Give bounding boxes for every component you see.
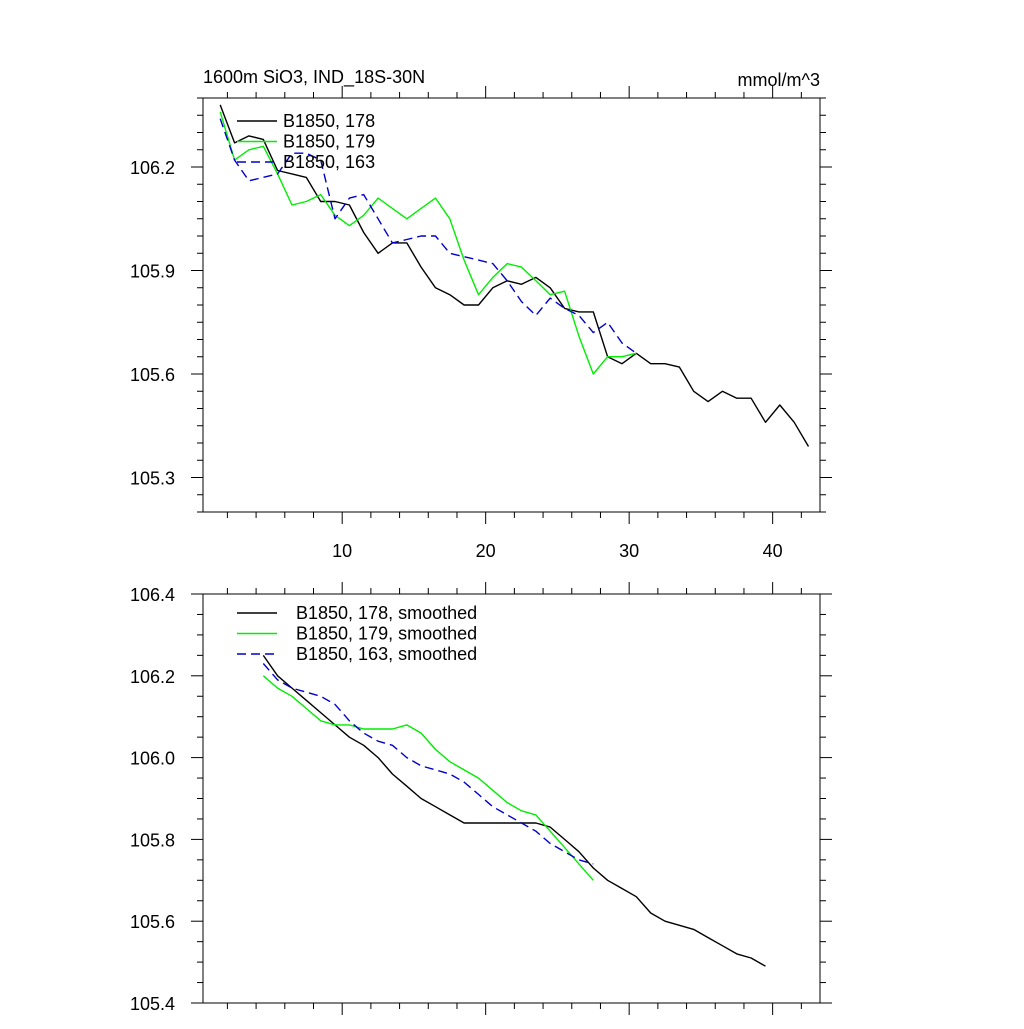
top-x-tick-label: 20	[476, 541, 496, 561]
bottom-legend-label-3: B1850, 163, smoothed	[296, 644, 477, 664]
bottom-series-line-3	[262, 663, 594, 865]
top-y-tick-label: 105.3	[130, 469, 175, 489]
bottom-y-tick-label: 106.0	[130, 749, 175, 769]
top-y-tick-label: 105.6	[130, 365, 175, 385]
top-y-tick-label: 105.9	[130, 262, 175, 282]
top-x-tick-label: 10	[332, 541, 352, 561]
bottom-y-tick-label: 106.2	[130, 667, 175, 687]
top-series-line-2	[219, 111, 637, 375]
top-y-tick-label: 106.2	[130, 158, 175, 178]
bottom-y-tick-label: 105.6	[130, 912, 175, 932]
top-legend-label-2: B1850, 179	[283, 132, 375, 152]
bottom-panel: 105.4 105.6 105.8 106.0 106.2 106.4 B1850, 178…	[130, 582, 832, 1015]
plot-title: 1600m SiO3, IND_18S-30N	[203, 67, 425, 88]
top-series-line-1	[219, 104, 810, 447]
bottom-y-tick-label: 106.4	[130, 585, 175, 605]
top-x-tick-label: 40	[763, 541, 783, 561]
bottom-legend-label-2: B1850, 179, smoothed	[296, 624, 477, 644]
bottom-series-line-2	[262, 675, 594, 881]
top-legend-label-1: B1850, 178	[283, 111, 375, 131]
units-label: mmol/m^3	[738, 70, 820, 90]
top-x-tick-label: 30	[619, 541, 639, 561]
top-legend-label-3: B1850, 163	[283, 152, 375, 172]
bottom-y-tick-label: 105.8	[130, 830, 175, 850]
bottom-series-line-1	[262, 654, 766, 967]
bottom-y-tick-label: 105.4	[130, 994, 175, 1014]
top-series-line-3	[219, 118, 637, 354]
bottom-legend-label-1: B1850, 178, smoothed	[296, 603, 477, 623]
